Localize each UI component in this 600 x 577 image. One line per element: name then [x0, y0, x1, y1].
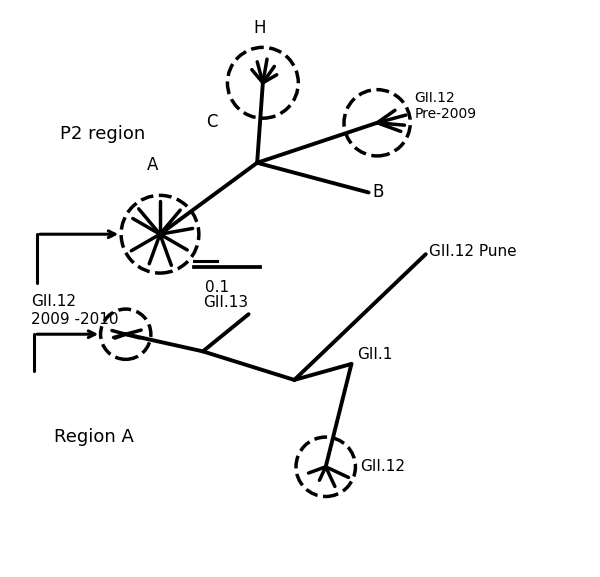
Text: GII.12 Pune: GII.12 Pune [428, 244, 516, 259]
Text: GII.1: GII.1 [357, 347, 392, 362]
Text: Region A: Region A [54, 428, 134, 446]
Text: A: A [147, 156, 158, 174]
Text: GII.12: GII.12 [360, 459, 405, 474]
Text: GII.12
Pre-2009: GII.12 Pre-2009 [414, 91, 476, 121]
Text: P2 region: P2 region [60, 125, 145, 143]
Text: GII.13: GII.13 [203, 295, 248, 310]
Text: GII.12
2009 -2010: GII.12 2009 -2010 [31, 294, 119, 327]
Text: 0.1: 0.1 [205, 280, 229, 295]
Text: B: B [373, 183, 384, 201]
Text: C: C [206, 113, 217, 132]
Text: H: H [254, 19, 266, 37]
